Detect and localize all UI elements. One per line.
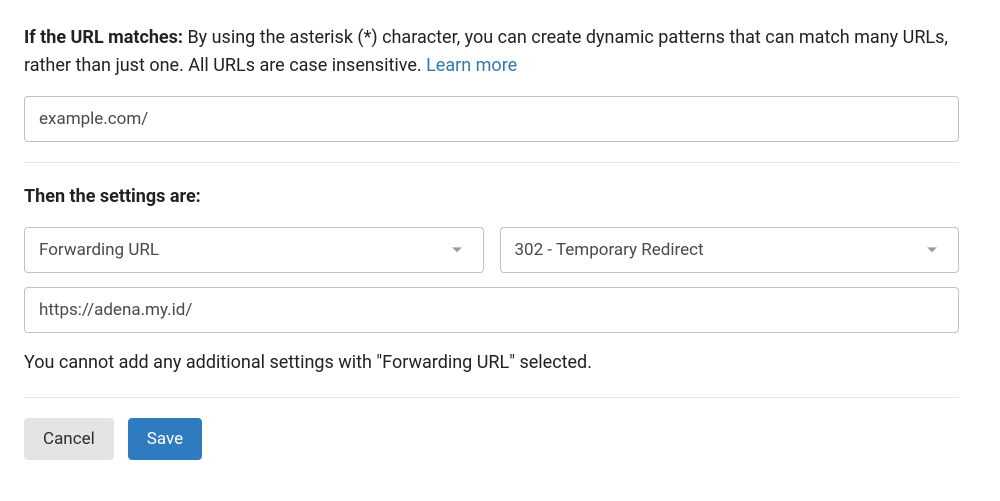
destination-url-input[interactable] — [24, 287, 959, 333]
settings-label: Then the settings are: — [24, 183, 976, 211]
cancel-button[interactable]: Cancel — [24, 418, 114, 460]
rule-type-select-value: Forwarding URL — [39, 240, 159, 260]
save-button[interactable]: Save — [128, 418, 202, 460]
settings-select-row: Forwarding URL 302 - Temporary Redirect — [24, 227, 959, 273]
url-match-intro: If the URL matches: By using the asteris… — [24, 24, 976, 80]
url-match-label: If the URL matches: — [24, 27, 183, 48]
status-code-select-value: 302 - Temporary Redirect — [515, 240, 704, 260]
learn-more-link[interactable]: Learn more — [426, 55, 517, 76]
action-button-row: Cancel Save — [24, 418, 976, 460]
section-divider — [24, 397, 959, 398]
status-code-select[interactable]: 302 - Temporary Redirect — [500, 227, 960, 273]
url-match-input[interactable] — [24, 96, 959, 142]
section-divider — [24, 162, 959, 163]
status-code-select-wrap: 302 - Temporary Redirect — [500, 227, 960, 273]
rule-type-select-wrap: Forwarding URL — [24, 227, 484, 273]
forwarding-url-note: You cannot add any additional settings w… — [24, 349, 976, 377]
rule-type-select[interactable]: Forwarding URL — [24, 227, 484, 273]
